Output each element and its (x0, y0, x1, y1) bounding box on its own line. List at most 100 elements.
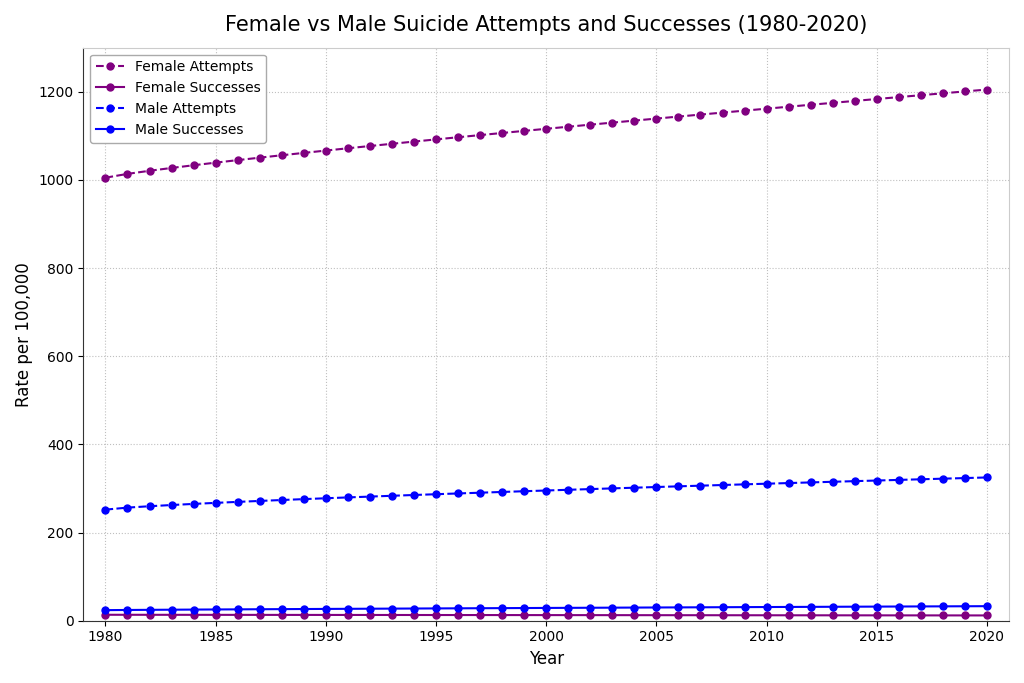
Male Attempts (937, 475, 949, 483)
Male Attempts (761, 479, 773, 488)
Male Successes (143, 606, 156, 614)
Female Successes (319, 611, 332, 619)
Male Successes (937, 602, 949, 611)
Female Attempts (650, 115, 663, 123)
Female Attempts (628, 117, 640, 125)
Female Successes (738, 611, 751, 619)
Male Attempts (958, 474, 971, 482)
Female Successes (673, 611, 685, 619)
Female Attempts (99, 173, 112, 182)
Male Attempts (562, 486, 574, 494)
Female Attempts (805, 100, 817, 109)
Male Successes (99, 606, 112, 614)
Male Attempts (386, 492, 398, 500)
Male Successes (584, 604, 596, 612)
Male Successes (958, 602, 971, 611)
Male Attempts (584, 485, 596, 493)
Female Successes (99, 611, 112, 619)
Female Attempts (121, 170, 133, 178)
Female Attempts (386, 140, 398, 148)
Male Successes (540, 604, 552, 612)
Male Successes (981, 602, 993, 611)
Male Successes (430, 604, 442, 613)
Female Successes (408, 611, 420, 619)
Male Successes (210, 605, 222, 613)
Male Attempts (210, 499, 222, 507)
Male Successes (474, 604, 486, 613)
Female Successes (496, 611, 508, 619)
Female Attempts (738, 107, 751, 115)
Male Successes (893, 602, 905, 611)
Female Successes (275, 611, 288, 619)
Female Attempts (849, 97, 861, 105)
Female Successes (717, 611, 729, 619)
Female Successes (694, 611, 707, 619)
Male Successes (231, 605, 244, 613)
Male Attempts (452, 489, 464, 497)
Male Attempts (717, 481, 729, 489)
Female Attempts (342, 144, 354, 152)
Female Successes (849, 611, 861, 619)
Male Attempts (914, 475, 927, 484)
Female Attempts (319, 146, 332, 154)
Male Attempts (319, 494, 332, 503)
Male Attempts (893, 476, 905, 484)
Male Successes (408, 604, 420, 613)
Male Successes (805, 603, 817, 611)
Male Attempts (231, 498, 244, 506)
Female Attempts (937, 89, 949, 98)
Male Attempts (826, 477, 839, 486)
Line: Male Successes: Male Successes (102, 602, 990, 613)
Female Successes (364, 611, 376, 619)
Male Attempts (738, 480, 751, 488)
Line: Female Attempts: Female Attempts (102, 86, 990, 181)
Male Attempts (849, 477, 861, 485)
Female Successes (981, 611, 993, 619)
Female Successes (298, 611, 310, 619)
Female Attempts (540, 125, 552, 133)
Line: Male Attempts: Male Attempts (102, 474, 990, 513)
Male Successes (254, 605, 266, 613)
Female Attempts (408, 137, 420, 145)
Male Successes (496, 604, 508, 612)
Female Successes (914, 611, 927, 619)
Male Successes (386, 604, 398, 613)
Male Attempts (805, 478, 817, 486)
Male Successes (673, 603, 685, 611)
Female Attempts (761, 104, 773, 113)
Male Attempts (143, 502, 156, 510)
Male Attempts (408, 491, 420, 499)
Male Attempts (254, 497, 266, 505)
Female Attempts (187, 161, 200, 169)
Male Successes (342, 604, 354, 613)
Female Successes (210, 611, 222, 619)
Legend: Female Attempts, Female Successes, Male Attempts, Male Successes: Female Attempts, Female Successes, Male … (90, 55, 266, 143)
Female Successes (386, 611, 398, 619)
Male Attempts (694, 482, 707, 490)
Female Successes (474, 611, 486, 619)
Female Attempts (826, 99, 839, 107)
Male Successes (562, 604, 574, 612)
Male Attempts (187, 500, 200, 508)
Female Successes (893, 611, 905, 619)
Female Successes (121, 611, 133, 619)
Female Attempts (914, 91, 927, 99)
Male Successes (782, 603, 795, 611)
Female Attempts (143, 167, 156, 175)
Female Successes (430, 611, 442, 619)
X-axis label: Year: Year (528, 650, 564, 668)
Male Attempts (364, 492, 376, 501)
Male Attempts (981, 473, 993, 482)
Male Successes (166, 606, 178, 614)
Female Attempts (893, 93, 905, 101)
Female Successes (782, 611, 795, 619)
Female Successes (231, 611, 244, 619)
Male Attempts (540, 486, 552, 494)
Female Attempts (782, 102, 795, 111)
Female Attempts (958, 87, 971, 96)
Female Successes (540, 611, 552, 619)
Male Successes (738, 603, 751, 611)
Male Successes (275, 605, 288, 613)
Male Attempts (870, 477, 883, 485)
Male Successes (761, 603, 773, 611)
